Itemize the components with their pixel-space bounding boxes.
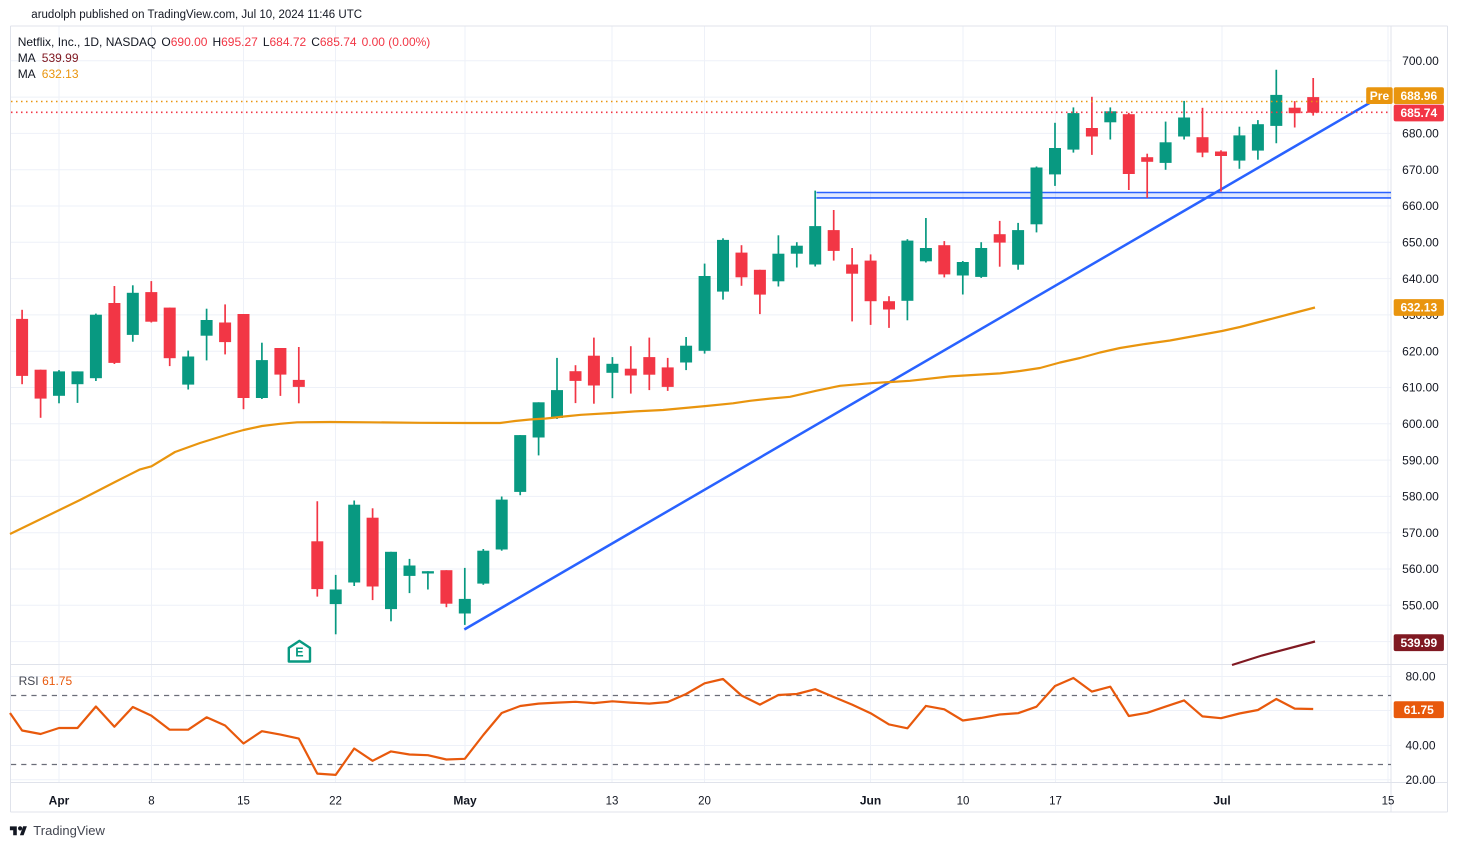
svg-text:Pre: Pre [1370, 89, 1390, 103]
svg-text:TradingView: TradingView [33, 823, 105, 838]
svg-text:13: 13 [606, 796, 619, 808]
svg-text:MA 539.99: MA 539.99 [18, 51, 79, 65]
svg-text:May: May [453, 794, 477, 808]
svg-text:539.99: 539.99 [1400, 636, 1437, 650]
svg-text:8: 8 [148, 796, 154, 808]
svg-text:80.00: 80.00 [1405, 670, 1435, 684]
svg-text:40.00: 40.00 [1405, 739, 1435, 753]
svg-text:620.00: 620.00 [1402, 344, 1439, 358]
svg-text:640.00: 640.00 [1402, 272, 1439, 286]
svg-text:E: E [295, 645, 303, 659]
svg-text:61.75: 61.75 [1404, 703, 1434, 717]
svg-text:580.00: 580.00 [1402, 490, 1439, 504]
svg-text:10: 10 [957, 796, 970, 808]
svg-text:600.00: 600.00 [1402, 417, 1439, 431]
svg-text:Jun: Jun [860, 794, 881, 808]
svg-text:Apr: Apr [49, 794, 70, 808]
svg-text:700.00: 700.00 [1402, 54, 1439, 68]
svg-text:MA 632.13: MA 632.13 [18, 67, 79, 81]
svg-text:15: 15 [237, 796, 250, 808]
svg-text:680.00: 680.00 [1402, 127, 1439, 141]
svg-text:17: 17 [1049, 796, 1062, 808]
svg-text:15: 15 [1382, 796, 1395, 808]
svg-text:arudolph published on TradingV: arudolph published on TradingView.com, J… [31, 9, 362, 21]
svg-text:610.00: 610.00 [1402, 381, 1439, 395]
svg-text:550.00: 550.00 [1402, 599, 1439, 613]
svg-text:560.00: 560.00 [1402, 562, 1439, 576]
svg-text:20: 20 [698, 796, 711, 808]
svg-text:685.74: 685.74 [1400, 106, 1437, 120]
svg-text:Jul: Jul [1213, 794, 1230, 808]
svg-text:688.96: 688.96 [1400, 89, 1437, 103]
svg-text:660.00: 660.00 [1402, 199, 1439, 213]
svg-text:650.00: 650.00 [1402, 236, 1439, 250]
svg-text:632.13: 632.13 [1400, 301, 1437, 315]
svg-text:570.00: 570.00 [1402, 526, 1439, 540]
svg-text:20.00: 20.00 [1405, 773, 1435, 787]
svg-text:590.00: 590.00 [1402, 453, 1439, 467]
svg-text:22: 22 [329, 796, 342, 808]
svg-text:670.00: 670.00 [1402, 163, 1439, 177]
